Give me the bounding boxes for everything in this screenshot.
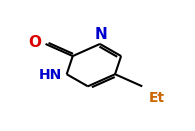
- Text: N: N: [95, 27, 108, 42]
- Text: O: O: [28, 36, 41, 50]
- Text: Et: Et: [148, 91, 164, 105]
- Text: HN: HN: [39, 68, 62, 82]
